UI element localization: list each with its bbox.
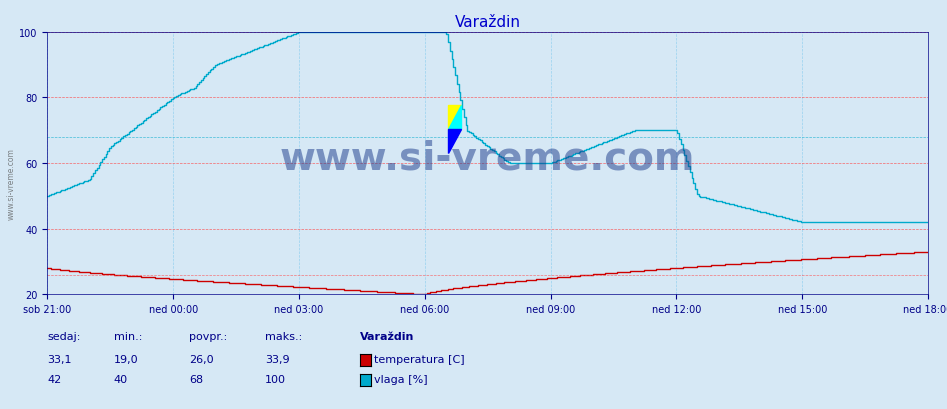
Text: www.si-vreme.com: www.si-vreme.com [280, 139, 695, 178]
Text: sedaj:: sedaj: [47, 331, 80, 342]
Text: maks.:: maks.: [265, 331, 302, 342]
Text: temperatura [C]: temperatura [C] [374, 354, 465, 364]
Text: povpr.:: povpr.: [189, 331, 227, 342]
Text: 100: 100 [265, 374, 286, 384]
Text: min.:: min.: [114, 331, 142, 342]
Text: 19,0: 19,0 [114, 354, 138, 364]
Text: www.si-vreme.com: www.si-vreme.com [7, 148, 16, 220]
Text: Varaždin: Varaždin [360, 331, 414, 342]
Text: vlaga [%]: vlaga [%] [374, 374, 428, 384]
Title: Varaždin: Varaždin [455, 15, 521, 30]
Polygon shape [448, 106, 461, 130]
Text: 33,1: 33,1 [47, 354, 72, 364]
Text: 42: 42 [47, 374, 62, 384]
Polygon shape [448, 130, 461, 153]
Text: 33,9: 33,9 [265, 354, 290, 364]
Text: 68: 68 [189, 374, 204, 384]
Text: 40: 40 [114, 374, 128, 384]
Text: 26,0: 26,0 [189, 354, 214, 364]
Polygon shape [448, 106, 461, 130]
